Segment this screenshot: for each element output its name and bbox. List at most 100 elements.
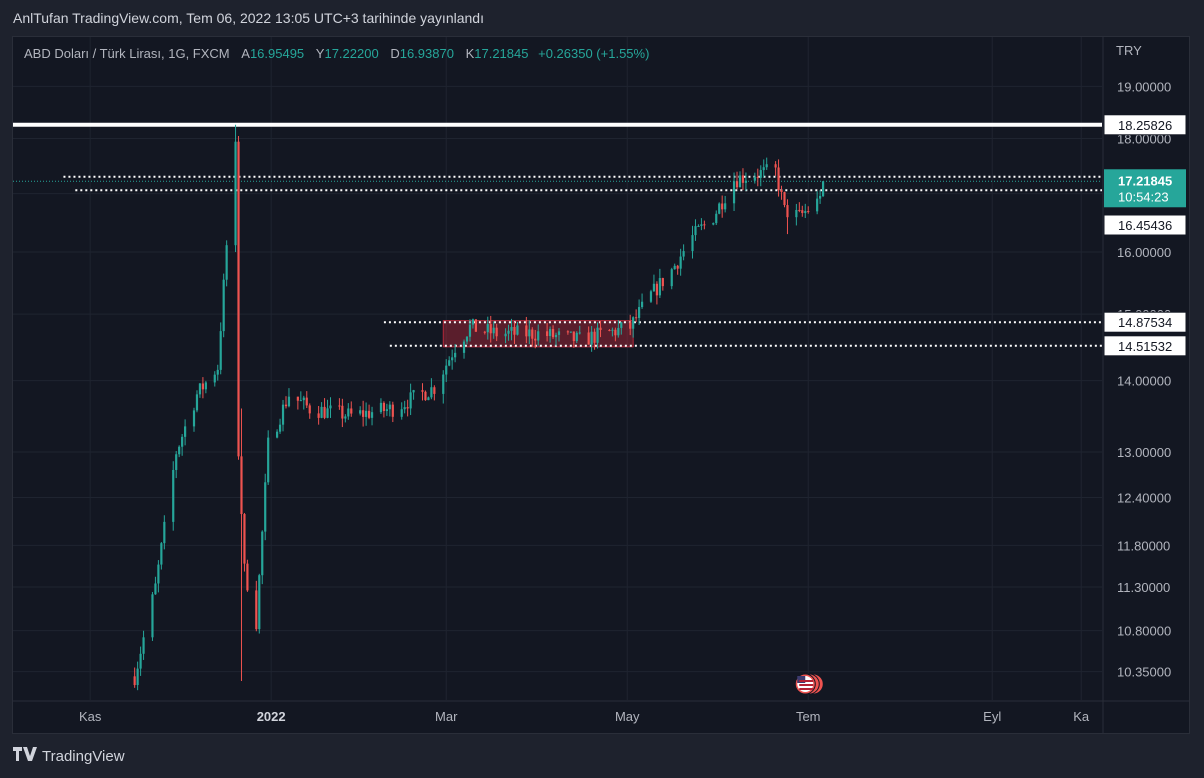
candle-body [712, 223, 715, 225]
candle [649, 289, 653, 303]
candle-body [344, 416, 347, 419]
candle [744, 172, 748, 191]
candle [596, 322, 599, 349]
candle [474, 319, 477, 332]
candle [442, 370, 445, 404]
candle-body [762, 167, 765, 171]
candle [765, 157, 768, 170]
candle-body [679, 256, 682, 269]
candle-body [255, 590, 258, 630]
candle-body [359, 410, 362, 414]
candle-body [587, 332, 590, 345]
candle-body [534, 338, 537, 341]
candle-body [676, 265, 679, 269]
candle-body [362, 410, 365, 417]
candle [531, 327, 534, 347]
candle-body [275, 431, 279, 438]
candle-body [198, 383, 202, 395]
level-price-tag: 14.51532 [1103, 335, 1187, 357]
candle-body [388, 404, 391, 410]
candle [495, 323, 498, 342]
candle-body [299, 400, 302, 402]
candle-body [225, 245, 228, 280]
candle-body [451, 357, 454, 361]
candle-body [546, 331, 549, 337]
candle-body [151, 594, 154, 638]
candle [275, 429, 279, 439]
candle [406, 399, 409, 417]
candle-body [163, 521, 166, 544]
candle-body [385, 409, 388, 412]
candle [816, 191, 819, 215]
candle [492, 321, 495, 339]
candle [198, 382, 202, 398]
candle [317, 405, 320, 425]
candle-body [234, 141, 237, 246]
candle [222, 273, 225, 338]
candle-body [172, 469, 175, 522]
candle [445, 359, 448, 383]
price-tag-bg [1103, 311, 1187, 333]
candle [329, 397, 332, 418]
candle [382, 401, 386, 418]
candle-body [454, 352, 457, 358]
price-tick-label: 13.00000 [1117, 445, 1171, 460]
candle-body [795, 209, 798, 218]
candle [629, 314, 632, 336]
candle [139, 646, 142, 676]
price-tags: 18.2582617.0592414.8753414.5153216.45436… [1103, 114, 1187, 357]
candle [489, 315, 492, 343]
candle [216, 364, 219, 381]
candle-body [347, 408, 350, 417]
candle [287, 388, 291, 408]
candle [379, 398, 383, 414]
candle [421, 383, 424, 401]
candle-body [566, 331, 569, 333]
us-flag-icon[interactable] [794, 673, 824, 695]
candle-body [409, 392, 412, 409]
candle [572, 331, 575, 348]
candle-body [673, 265, 676, 270]
chart-panel[interactable] [12, 36, 1190, 734]
candle [302, 395, 305, 410]
candle-body [216, 369, 219, 375]
candle [611, 327, 614, 337]
candle-body [222, 279, 225, 332]
candle [433, 385, 436, 401]
symbol-title[interactable]: ABD Doları / Türk Lirası, 1G, FXCM [24, 46, 230, 61]
candle [715, 210, 718, 226]
candle-body [554, 334, 558, 338]
candle [136, 661, 139, 691]
candle [246, 559, 249, 592]
candle-body [537, 331, 540, 341]
candle [370, 406, 374, 426]
candle [133, 667, 136, 688]
candle-body [756, 177, 759, 179]
candle [225, 240, 228, 287]
candle-body [670, 269, 673, 287]
candle [192, 407, 196, 432]
candle [261, 530, 264, 585]
candle [795, 203, 798, 226]
price-tick-label: 11.80000 [1117, 538, 1170, 553]
candle [448, 356, 451, 367]
tradingview-logo-icon [13, 746, 37, 766]
candle [718, 202, 721, 215]
candle-body [338, 405, 341, 407]
footer-brand[interactable]: TradingView [13, 746, 125, 766]
candle-body [178, 446, 181, 455]
candle [175, 451, 178, 479]
candle-body [136, 668, 139, 686]
candle [213, 371, 216, 387]
candle [344, 414, 347, 423]
candle-body [421, 390, 424, 392]
candle-body [412, 390, 415, 393]
candle [237, 136, 240, 460]
candle-body [783, 192, 786, 206]
candle [516, 321, 519, 336]
candle [142, 630, 145, 660]
candle-body [741, 175, 745, 183]
candle-body [302, 397, 305, 401]
candle-body [406, 407, 409, 409]
